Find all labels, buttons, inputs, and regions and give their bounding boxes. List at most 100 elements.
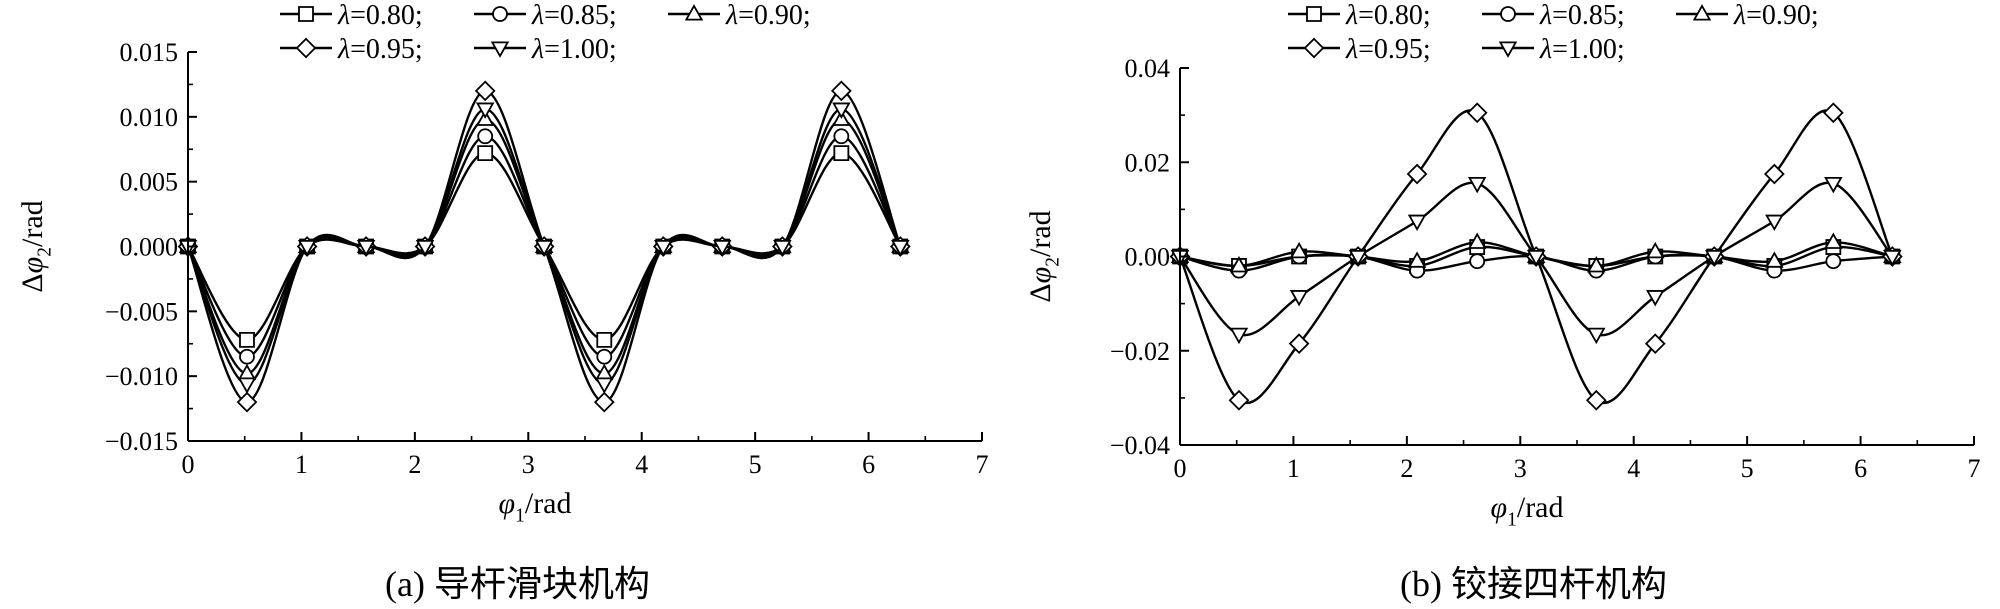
x-tick-label-6: 6 [1854, 454, 1867, 483]
chart-panel-a: 0 1 2 3 4 5 6 7 −0.015 −0.010 −0.005 0.000 0.005 0.01… [16, 0, 989, 526]
legend-marker-3 [295, 37, 317, 59]
x-tick-label-4: 4 [1627, 454, 1640, 483]
data-point-4-6 [534, 240, 554, 257]
legend-marker-0 [298, 6, 314, 22]
data-point-4-1 [237, 377, 257, 394]
caption-panel-b: (b) 铰接四杆机构 [1400, 564, 1667, 604]
data-point-2-4 [1407, 251, 1427, 268]
data-point-4-4 [1407, 214, 1427, 232]
x-tick-label-5: 5 [749, 450, 762, 479]
data-point-4-1 [1229, 327, 1249, 345]
data-point-4-5 [475, 102, 495, 119]
data-point-2-8 [1646, 241, 1665, 259]
x-tick-label-0: 0 [1174, 454, 1187, 483]
x-tick-label-3: 3 [1514, 454, 1527, 483]
data-point-4-3 [356, 240, 376, 257]
legend-marker-2 [684, 4, 704, 21]
data-point-3-10 [1763, 163, 1785, 185]
data-point-4-6 [1526, 250, 1546, 267]
data-point-4-11 [832, 102, 851, 119]
data-point-0-5 [477, 145, 494, 162]
legend-label-2: λ=0.90; [725, 0, 811, 31]
data-point-2-7 [1587, 256, 1606, 273]
legend-marker-4 [1498, 41, 1518, 58]
y-tick-label-0: −0.04 [1110, 431, 1170, 460]
y-tick-label-6: 0.015 [120, 38, 179, 67]
y-tick-label-2: 0.00 [1125, 243, 1171, 272]
x-tick-label-1: 1 [1287, 454, 1300, 483]
data-point-2-11 [1824, 232, 1843, 249]
y-tick-label-3: 0.02 [1125, 148, 1171, 177]
y-tick-label-2: −0.005 [105, 297, 178, 326]
data-point-4-10 [773, 240, 792, 257]
legend-marker-3 [1303, 37, 1325, 59]
data-point-3-4 [1406, 163, 1428, 185]
data-point-4-12 [1883, 250, 1902, 267]
y-tick-label-3: 0.000 [120, 233, 179, 262]
data-point-2-2 [1289, 241, 1309, 259]
data-point-1-7 [596, 348, 613, 365]
data-point-3-5 [474, 80, 496, 102]
data-point-4-7 [1587, 327, 1606, 345]
legend-label-3: λ=0.95; [1345, 34, 1431, 65]
y-tick-label-1: −0.010 [105, 362, 178, 391]
legend-marker-4 [490, 41, 510, 58]
x-tick-label-5: 5 [1741, 454, 1754, 483]
x-tick-label-1: 1 [295, 450, 308, 479]
x-tick-label-2: 2 [408, 450, 421, 479]
x-tick-label-7: 7 [976, 450, 989, 479]
legend-marker-1 [492, 6, 508, 22]
data-point-4-9 [713, 240, 732, 257]
data-point-4-3 [1348, 250, 1368, 267]
x-tick-label-3: 3 [522, 450, 535, 479]
x-axis-label: φ1/rad [1491, 491, 1564, 530]
data-point-4-4 [415, 240, 435, 257]
legend-label-4: λ=1.00; [1539, 34, 1625, 65]
x-tick-label-2: 2 [1400, 454, 1413, 483]
legend-label-4: λ=1.00; [531, 34, 617, 65]
data-point-3-5 [1466, 102, 1488, 124]
y-tick-label-1: −0.02 [1110, 337, 1170, 366]
chart-panel-b: 0 1 2 3 4 5 6 7 −0.04 −0.02 0.00 0.02 0.04 φ1/rad Δφ2/… [1024, 0, 1981, 530]
legend-label-1: λ=0.85; [1539, 0, 1625, 31]
caption-panel-a: (a) 导杆滑块机构 [385, 564, 650, 604]
y-axis-label: Δφ2/rad [1024, 210, 1063, 302]
data-point-4-9 [1705, 250, 1724, 267]
data-point-4-11 [1824, 176, 1843, 194]
legend-label-2: λ=0.90; [1733, 0, 1819, 31]
data-point-2-10 [1765, 251, 1784, 268]
legend-marker-1 [1500, 6, 1516, 22]
data-point-3-2 [1288, 333, 1310, 355]
data-point-0-7 [596, 331, 613, 348]
data-point-3-8 [1644, 333, 1666, 355]
data-point-4-2 [297, 240, 317, 257]
data-point-4-2 [1289, 290, 1309, 307]
data-point-4-10 [1765, 214, 1784, 232]
data-point-4-12 [891, 240, 910, 257]
x-tick-label-4: 4 [635, 450, 648, 479]
data-point-1-5 [1469, 253, 1486, 270]
y-tick-label-4: 0.005 [120, 168, 179, 197]
data-point-1-11 [1825, 253, 1842, 270]
data-point-0-1 [239, 331, 255, 348]
data-point-3-11 [1822, 102, 1844, 124]
x-tick-label-6: 6 [862, 450, 875, 479]
legend-label-0: λ=0.80; [1345, 0, 1431, 31]
data-point-4-7 [595, 377, 614, 394]
y-tick-label-4: 0.04 [1125, 54, 1171, 83]
data-point-3-1 [236, 391, 258, 413]
data-point-1-1 [239, 348, 255, 365]
legend-label-0: λ=0.80; [337, 0, 423, 31]
data-point-3-11 [830, 80, 852, 102]
data-point-3-7 [1585, 389, 1607, 411]
data-point-4-5 [1467, 176, 1487, 194]
data-point-4-8 [1646, 290, 1665, 307]
x-axis-label: φ1/rad [499, 487, 572, 526]
data-point-2-1 [1229, 256, 1249, 273]
data-point-3-7 [593, 391, 615, 413]
y-axis-label: Δφ2/rad [16, 200, 55, 292]
x-tick-label-0: 0 [182, 450, 195, 479]
data-point-4-8 [654, 240, 673, 257]
data-point-0-11 [833, 145, 850, 162]
